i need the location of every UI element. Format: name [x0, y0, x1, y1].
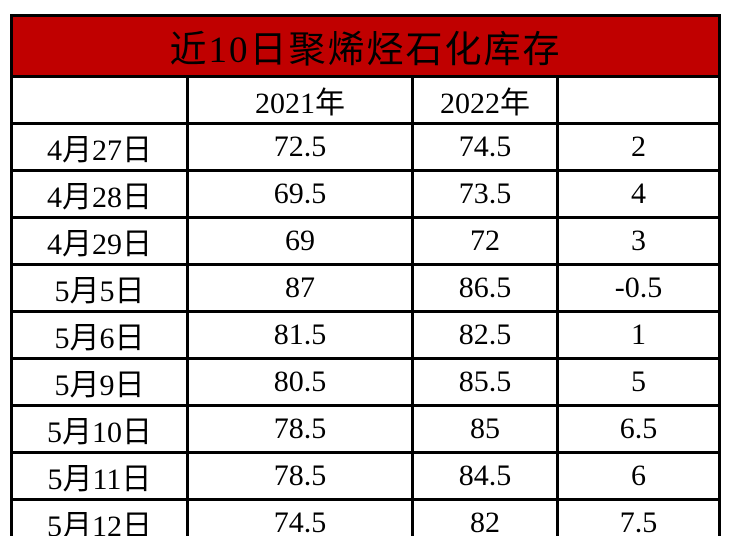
header-cell-2021: 2021年 [186, 75, 414, 125]
cell-date: 5月12日 [10, 498, 189, 536]
table-row: 4月29日 69 72 3 [10, 216, 721, 266]
header-row: 2021年 2022年 [10, 75, 721, 125]
table-body: 近10日聚烯烃石化库存 2021年 2022年 4月27日 72.5 74.5 2 4月… [10, 14, 721, 536]
title-row: 近10日聚烯烃石化库存 [10, 14, 721, 78]
cell-diff: 6 [556, 451, 721, 501]
header-cell-diff [556, 75, 721, 125]
cell-2022: 85.5 [411, 357, 559, 407]
cell-date: 5月5日 [10, 263, 189, 313]
header-cell-date [10, 75, 189, 125]
cell-2021: 78.5 [186, 451, 414, 501]
cell-2021: 80.5 [186, 357, 414, 407]
cell-2022: 85 [411, 404, 559, 454]
table-row: 5月5日 87 86.5 -0.5 [10, 263, 721, 313]
cell-diff: 7.5 [556, 498, 721, 536]
table-row: 5月11日 78.5 84.5 6 [10, 451, 721, 501]
cell-date: 5月6日 [10, 310, 189, 360]
cell-diff: 2 [556, 122, 721, 172]
cell-date: 5月10日 [10, 404, 189, 454]
cell-diff: 5 [556, 357, 721, 407]
inventory-table: 近10日聚烯烃石化库存 2021年 2022年 4月27日 72.5 74.5 2 4月… [10, 14, 721, 536]
cell-diff: 4 [556, 169, 721, 219]
cell-2022: 84.5 [411, 451, 559, 501]
cell-2021: 78.5 [186, 404, 414, 454]
cell-2021: 81.5 [186, 310, 414, 360]
cell-diff: 3 [556, 216, 721, 266]
table-title: 近10日聚烯烃石化库存 [10, 14, 721, 78]
cell-2021: 87 [186, 263, 414, 313]
cell-2021: 69 [186, 216, 414, 266]
table-row: 4月28日 69.5 73.5 4 [10, 169, 721, 219]
cell-date: 4月29日 [10, 216, 189, 266]
cell-date: 5月9日 [10, 357, 189, 407]
table-row: 5月9日 80.5 85.5 5 [10, 357, 721, 407]
cell-2021: 69.5 [186, 169, 414, 219]
table-row: 5月12日 74.5 82 7.5 [10, 498, 721, 536]
cell-diff: -0.5 [556, 263, 721, 313]
cell-date: 4月27日 [10, 122, 189, 172]
table-row: 5月6日 81.5 82.5 1 [10, 310, 721, 360]
cell-diff: 6.5 [556, 404, 721, 454]
cell-2022: 82 [411, 498, 559, 536]
cell-2022: 73.5 [411, 169, 559, 219]
cell-2022: 86.5 [411, 263, 559, 313]
table-row: 5月10日 78.5 85 6.5 [10, 404, 721, 454]
cell-date: 4月28日 [10, 169, 189, 219]
cell-2021: 74.5 [186, 498, 414, 536]
cell-2022: 82.5 [411, 310, 559, 360]
cell-2022: 74.5 [411, 122, 559, 172]
cell-date: 5月11日 [10, 451, 189, 501]
cell-2022: 72 [411, 216, 559, 266]
cell-2021: 72.5 [186, 122, 414, 172]
table-row: 4月27日 72.5 74.5 2 [10, 122, 721, 172]
cell-diff: 1 [556, 310, 721, 360]
header-cell-2022: 2022年 [411, 75, 559, 125]
